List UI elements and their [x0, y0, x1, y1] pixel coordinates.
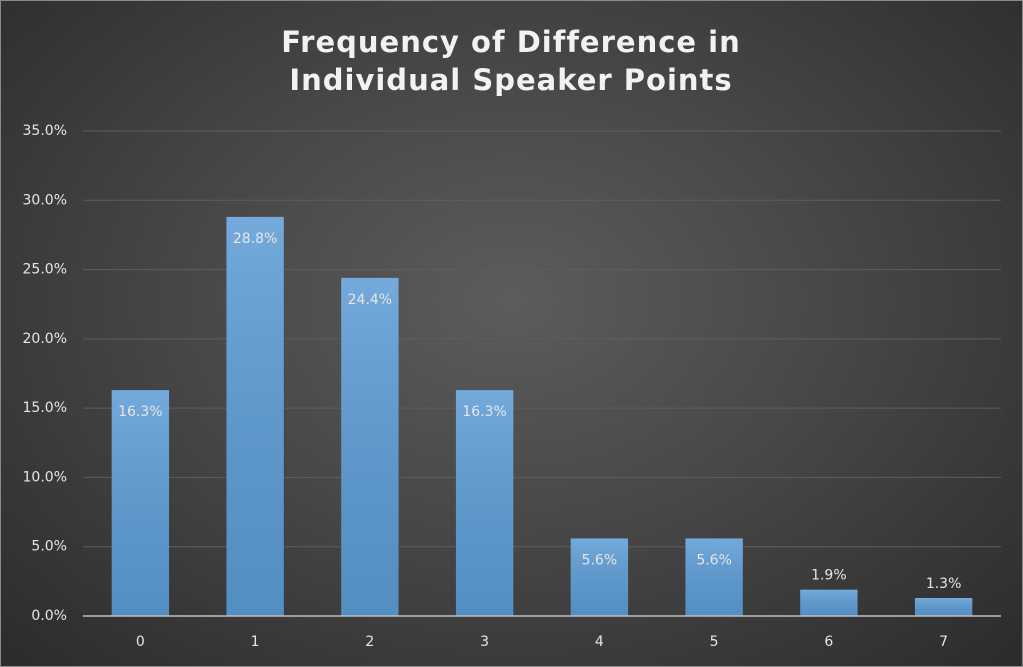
- bar-shade: [455, 390, 514, 616]
- data-label: 24.4%: [348, 292, 392, 308]
- bar-shade: [914, 597, 973, 616]
- bar-shade: [685, 538, 743, 616]
- data-label: 1.3%: [926, 576, 962, 592]
- y-tick-label: 20.0%: [23, 331, 67, 347]
- bar-shade: [800, 589, 858, 616]
- x-tick-label: 7: [939, 634, 948, 650]
- chart-title: Frequency of Difference in Individual Sp…: [281, 25, 741, 97]
- data-label: 5.6%: [582, 552, 618, 568]
- x-tick-label: 2: [365, 634, 374, 650]
- y-tick-label: 0.0%: [31, 608, 67, 624]
- x-tick-label: 5: [710, 634, 719, 650]
- y-tick-label: 35.0%: [23, 123, 67, 139]
- bar-shade: [570, 538, 629, 616]
- x-tick-label: 3: [480, 634, 489, 650]
- x-tick-label: 6: [824, 634, 833, 650]
- bar-shade: [341, 277, 399, 616]
- data-label: 16.3%: [462, 404, 506, 420]
- data-label: 28.8%: [233, 231, 277, 247]
- data-label: 1.9%: [811, 568, 847, 584]
- data-label: 5.6%: [696, 552, 732, 568]
- y-tick-label: 10.0%: [23, 469, 67, 485]
- data-label: 16.3%: [118, 404, 162, 420]
- y-tick-label: 25.0%: [23, 262, 67, 278]
- x-tick-label: 1: [251, 634, 260, 650]
- y-tick-label: 30.0%: [23, 192, 67, 208]
- bar-shade: [226, 216, 284, 616]
- y-tick-label: 15.0%: [23, 400, 67, 416]
- bar-shade: [111, 390, 170, 616]
- y-tick-label: 5.0%: [31, 539, 67, 555]
- x-tick-label: 0: [136, 634, 145, 650]
- x-tick-label: 4: [595, 634, 604, 650]
